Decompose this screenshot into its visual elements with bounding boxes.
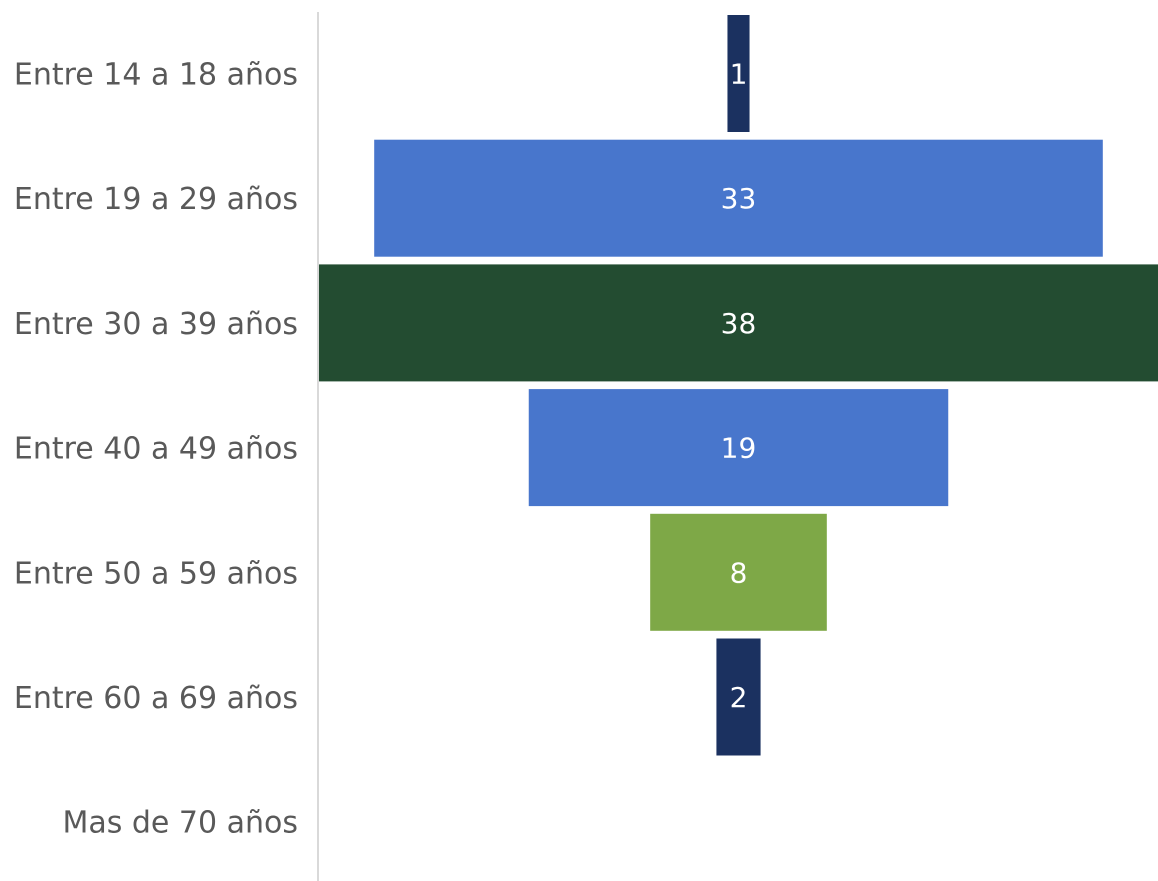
funnel-bar (650, 513, 827, 631)
bar-value-label: 2 (730, 681, 748, 714)
category-label: Entre 40 a 49 años (14, 432, 298, 467)
funnel-bar (716, 638, 761, 756)
category-label: Entre 14 a 18 años (14, 58, 298, 93)
category-label: Entre 60 a 69 años (14, 681, 298, 716)
bar-value-label: 1 (730, 58, 748, 91)
funnel-bar (528, 389, 949, 507)
data-labels: 1 33 38 19 8 2 (721, 58, 757, 715)
bar-value-label: 33 (721, 182, 757, 215)
category-label: Entre 50 a 59 años (14, 556, 298, 591)
funnel-bar (319, 264, 1158, 382)
funnel-bar (374, 139, 1103, 257)
bar-value-label: 19 (721, 432, 757, 465)
bars-group (319, 15, 1158, 756)
bar-value-label: 8 (730, 556, 748, 589)
category-label: Entre 30 a 39 años (14, 307, 298, 342)
category-label: Mas de 70 años (62, 806, 298, 841)
funnel-bar (727, 15, 750, 132)
category-label: Entre 19 a 29 años (14, 182, 298, 217)
category-labels: Entre 14 a 18 años Entre 19 a 29 años Entr… (14, 58, 298, 841)
bar-value-label: 38 (721, 307, 757, 340)
